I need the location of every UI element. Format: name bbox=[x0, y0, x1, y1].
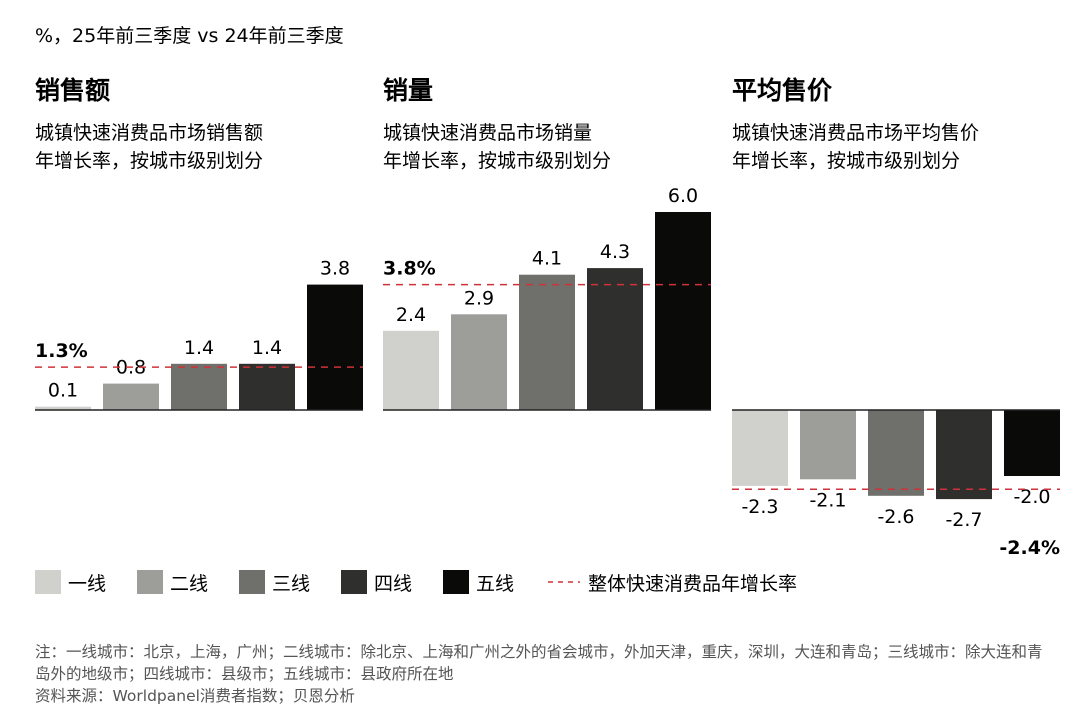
legend-label: 五线 bbox=[476, 573, 514, 595]
panel-subtitle: 年增长率，按城市级别划分 bbox=[732, 150, 960, 172]
bar-一线 bbox=[383, 330, 439, 410]
panel-subtitle: 城镇快速消费品市场销量 bbox=[383, 122, 592, 144]
legend-label: 二线 bbox=[170, 573, 208, 595]
legend-label: 整体快速消费品年增长率 bbox=[588, 573, 797, 595]
panel-subtitle: 年增长率，按城市级别划分 bbox=[35, 150, 263, 172]
data-label: 0.1 bbox=[48, 380, 78, 402]
bar-五线 bbox=[655, 212, 711, 410]
chart-header: %，25年前三季度 vs 24年前三季度 bbox=[35, 25, 344, 47]
bar-四线 bbox=[936, 410, 992, 500]
overall-label: 1.3% bbox=[35, 340, 88, 362]
bar-三线 bbox=[171, 363, 227, 410]
bar-四线 bbox=[239, 363, 295, 410]
data-label: -2.0 bbox=[1013, 486, 1050, 508]
panel-title: 平均售价 bbox=[732, 76, 833, 105]
bar-一线 bbox=[732, 410, 788, 486]
data-label: -2.3 bbox=[741, 496, 778, 518]
bar-四线 bbox=[587, 268, 643, 410]
legend-label: 三线 bbox=[272, 573, 310, 595]
legend-swatch-四线 bbox=[341, 570, 367, 594]
data-label: 6.0 bbox=[668, 185, 698, 207]
data-label: 1.4 bbox=[184, 337, 214, 359]
bar-二线 bbox=[103, 383, 159, 410]
data-label: -2.1 bbox=[809, 489, 846, 511]
bar-五线 bbox=[1004, 410, 1060, 476]
panel-subtitle: 城镇快速消费品市场平均售价 bbox=[732, 122, 979, 144]
panel-subtitle: 年增长率，按城市级别划分 bbox=[383, 150, 611, 172]
bar-二线 bbox=[800, 410, 856, 480]
panel-title: 销售额 bbox=[35, 76, 110, 105]
legend-label: 一线 bbox=[68, 573, 106, 595]
bar-五线 bbox=[307, 284, 363, 410]
source-note: 资料来源：Worldpanel消费者指数；贝恩分析 bbox=[35, 687, 355, 705]
data-label: 2.9 bbox=[464, 287, 494, 309]
bar-三线 bbox=[868, 410, 924, 496]
legend-swatch-一线 bbox=[35, 570, 61, 594]
data-label: 1.4 bbox=[252, 337, 282, 359]
bar-二线 bbox=[451, 314, 507, 410]
overall-label: 3.8% bbox=[383, 258, 436, 280]
legend-swatch-三线 bbox=[239, 570, 265, 594]
bar-一线 bbox=[35, 406, 91, 410]
legend-swatch-五线 bbox=[443, 570, 469, 594]
data-label: -2.7 bbox=[945, 509, 982, 531]
data-label: 3.8 bbox=[320, 258, 350, 280]
legend-swatch-二线 bbox=[137, 570, 163, 594]
data-label: 2.4 bbox=[396, 304, 426, 326]
bar-三线 bbox=[519, 274, 575, 410]
legend-label: 四线 bbox=[374, 573, 412, 595]
panel-subtitle: 城镇快速消费品市场销售额 bbox=[35, 122, 263, 144]
overall-label: -2.4% bbox=[999, 537, 1060, 559]
panel-title: 销量 bbox=[383, 76, 433, 105]
footnote: 注：一线城市：北京，上海，广州；二线城市：除北京、上海和广州之外的省会城市，外加… bbox=[35, 643, 1043, 683]
data-label: -2.6 bbox=[877, 506, 914, 528]
data-label: 4.3 bbox=[600, 241, 630, 263]
data-label: 4.1 bbox=[532, 248, 562, 270]
